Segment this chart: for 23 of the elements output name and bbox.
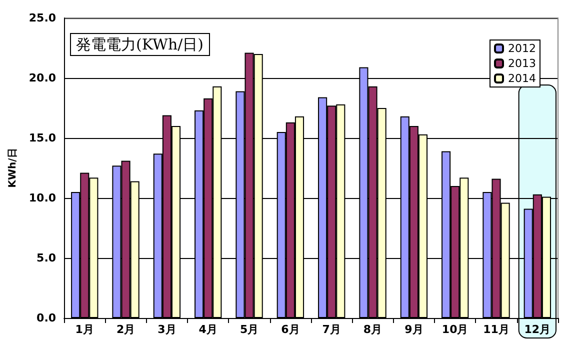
x-tick-label: 2月 (116, 323, 136, 336)
x-tick-label: 8月 (363, 323, 382, 336)
text: 発電電力(KWh/日) (76, 36, 204, 54)
x-tick-label: 7月 (322, 323, 341, 336)
x-tick-label: 10月 (442, 323, 468, 336)
x-tick-label: 5月 (240, 323, 259, 336)
x-tick-label: 9月 (404, 323, 424, 336)
y-tick-label: 25.0 (28, 12, 56, 24)
y-axis-title: KWh/日 (8, 148, 18, 188)
x-tick-label: 4月 (198, 323, 218, 336)
x-tick-label: 3月 (158, 323, 176, 336)
y-tick-label: 10.0 (28, 192, 56, 204)
y-tick-label: 0.0 (36, 312, 56, 324)
y-tick-label: 5.0 (36, 252, 56, 264)
x-tick-label: 1月 (75, 323, 94, 336)
x-tick-label: 12月 (524, 323, 551, 336)
legend-label: 2012 (508, 42, 536, 55)
y-tick-label: 15.0 (28, 132, 56, 144)
legend-label: 2013 (508, 57, 536, 70)
x-tick-label: 6月 (281, 323, 300, 336)
y-tick-label: 20.0 (28, 72, 56, 84)
x-tick-label: 11月 (483, 323, 510, 336)
legend-label: 2014 (508, 72, 536, 85)
